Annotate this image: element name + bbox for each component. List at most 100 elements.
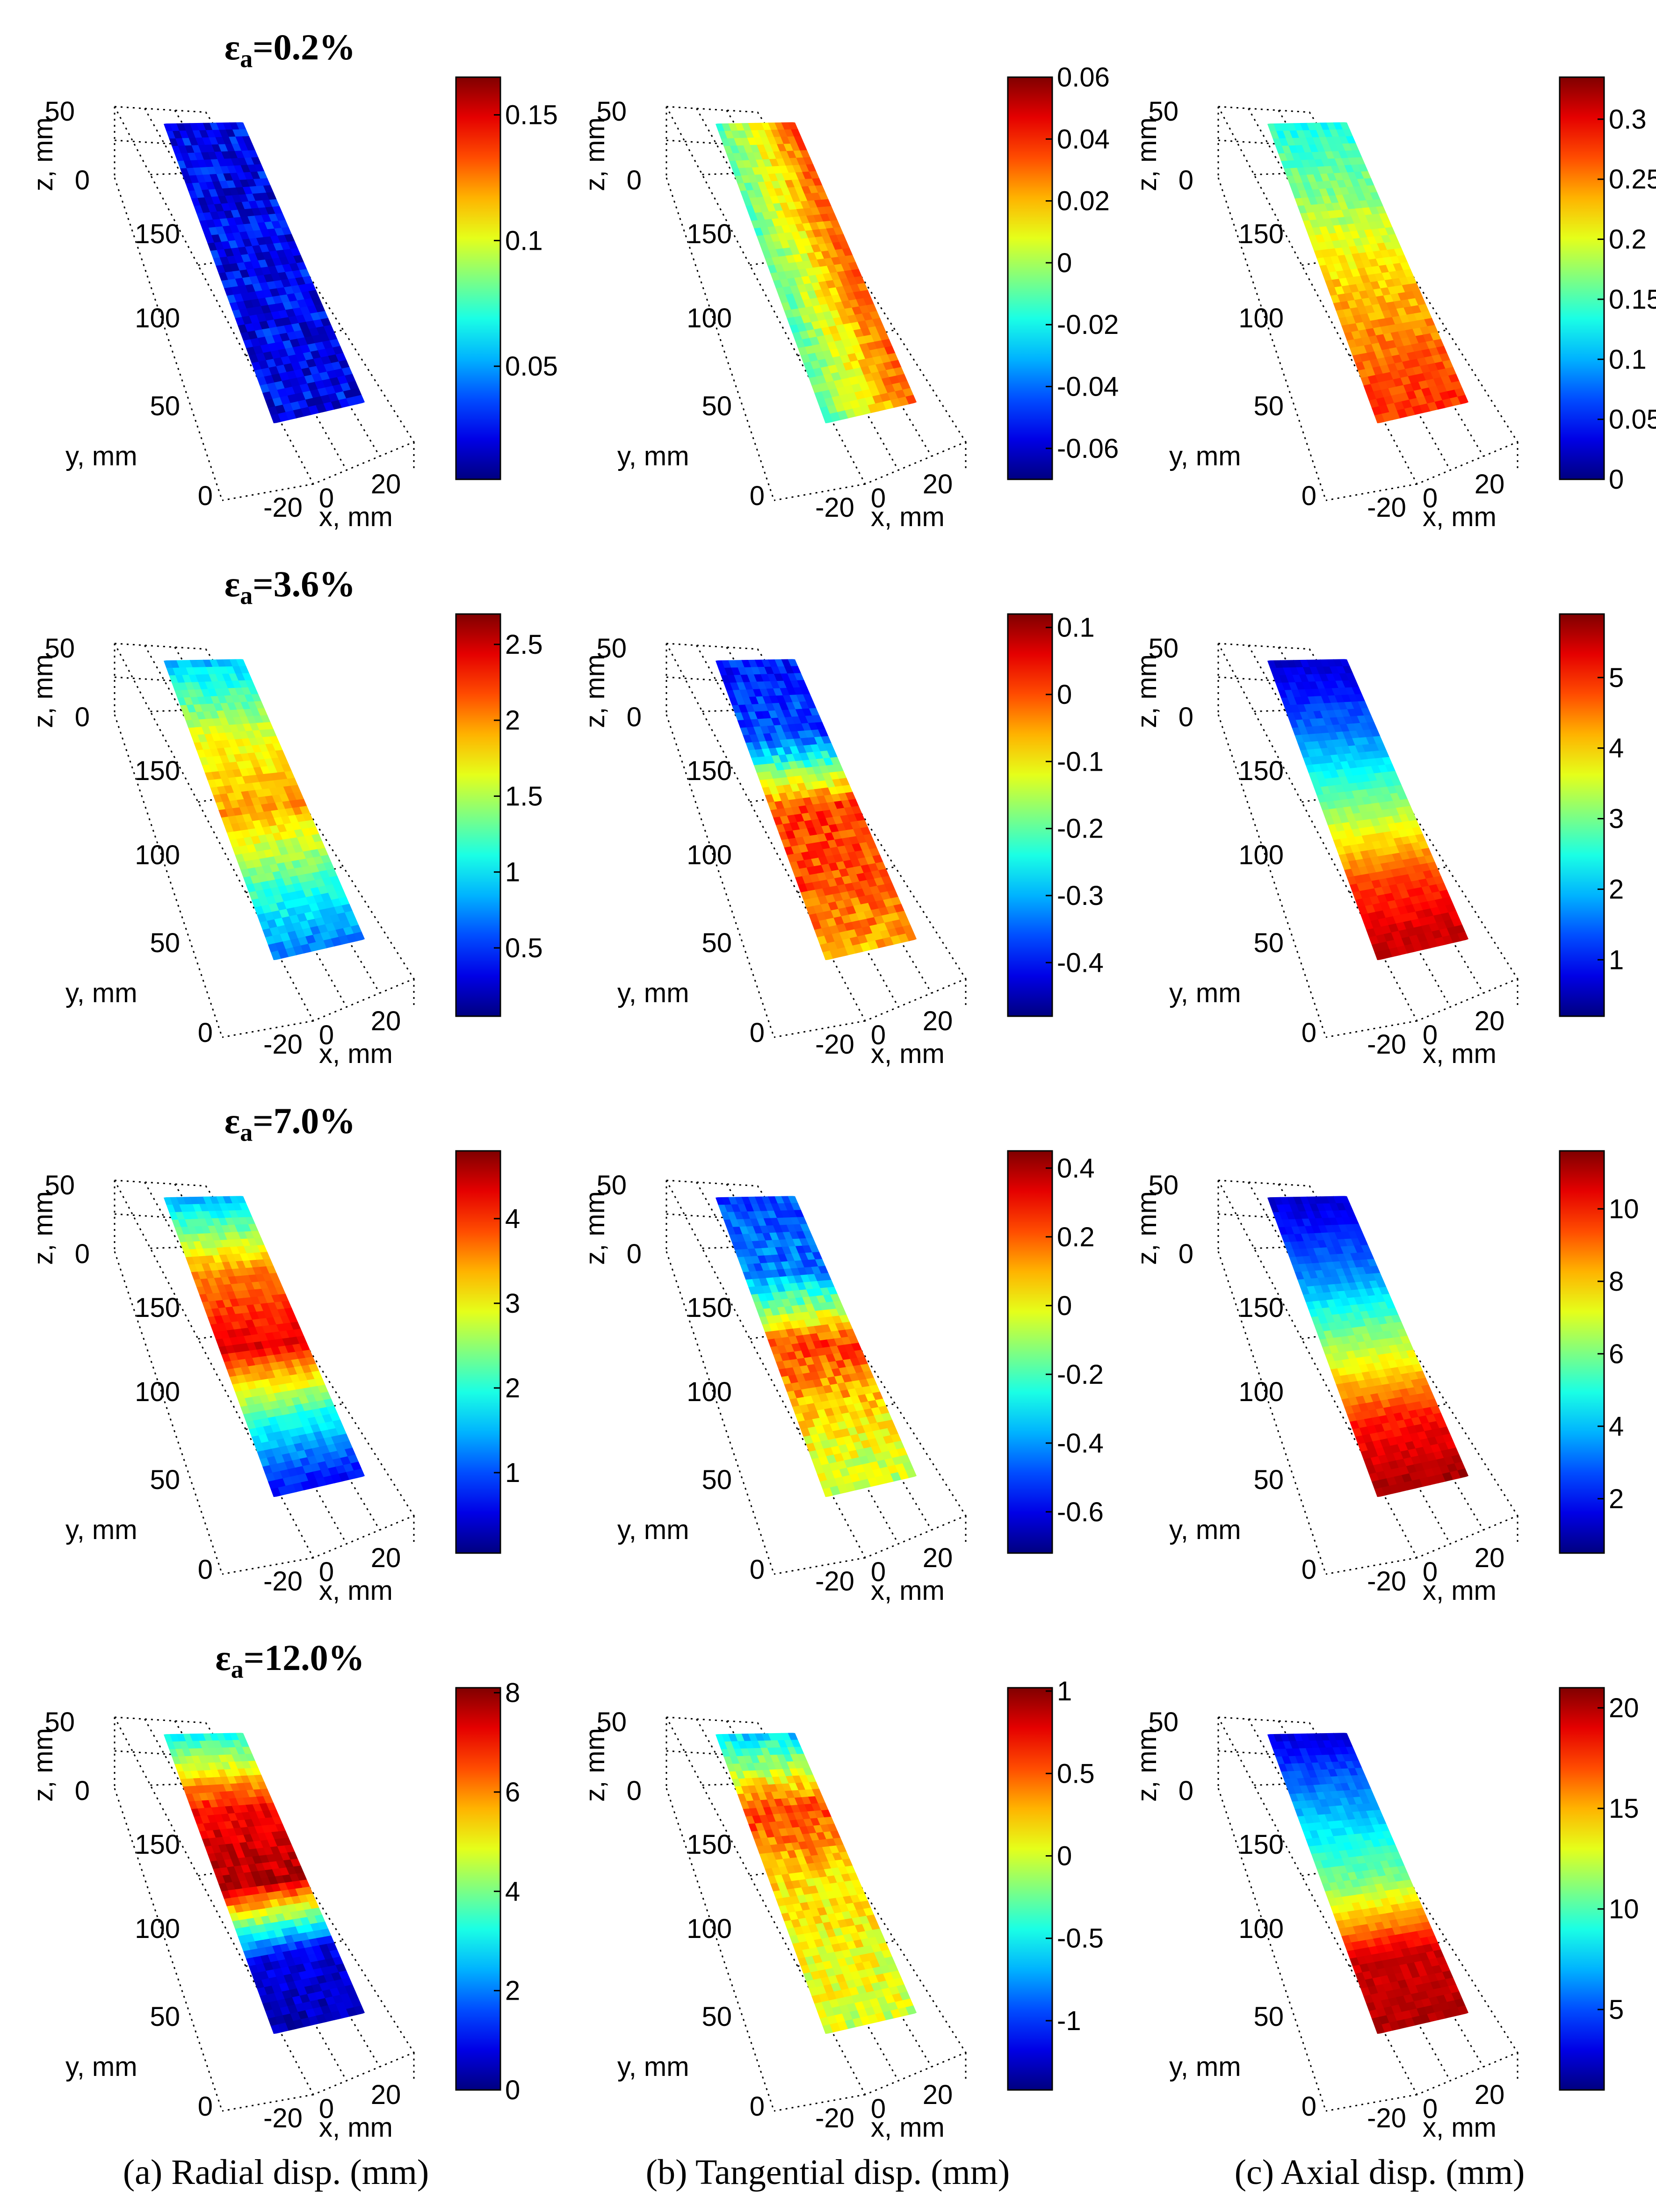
colorbar-tick-label: 0.25 [1609, 164, 1656, 195]
colorbar-tick-label: 0.15 [1609, 284, 1656, 315]
displacement-surface [716, 659, 917, 960]
z-tick-label: 50 [596, 633, 627, 664]
displacement-surface [164, 1196, 365, 1497]
surface-cell [1457, 395, 1468, 405]
y-tick-label: 150 [687, 1293, 732, 1323]
z-axis-label: z, mm [28, 654, 58, 728]
x-axis-label: x, mm [871, 502, 945, 532]
y-axis-label: y, mm [65, 2052, 137, 2082]
y-tick-label: 0 [750, 1018, 765, 1048]
x-axis-label: x, mm [319, 502, 393, 532]
z-tick-label: 50 [44, 1170, 75, 1200]
x-tick-label: -20 [1367, 1566, 1406, 1597]
z-tick-label: 0 [1179, 165, 1193, 195]
z-tick-label: 50 [44, 1707, 75, 1737]
y-tick-label: 100 [135, 1914, 180, 1944]
y-tick-label: 100 [687, 303, 732, 333]
z-axis-label: z, mm [28, 117, 58, 191]
x-tick-label: -20 [263, 1566, 303, 1597]
colorbar-tick-label: 1 [1609, 945, 1624, 975]
y-tick-label: 0 [750, 481, 765, 511]
y-tick-label: 100 [687, 840, 732, 870]
y-tick-label: 0 [198, 481, 213, 511]
surface-cell [1457, 932, 1468, 941]
y-tick-label: 150 [687, 219, 732, 249]
colorbar-tick-label: 3 [1609, 804, 1624, 834]
y-tick-label: 150 [135, 219, 180, 249]
y-tick-label: 150 [1238, 219, 1284, 249]
colorbar-tick-label: 10 [1609, 1194, 1639, 1224]
y-tick-label: 0 [750, 1554, 765, 1585]
x-tick-label: -20 [815, 1029, 854, 1060]
z-tick-label: 0 [75, 702, 90, 732]
y-tick-label: 0 [198, 1554, 213, 1585]
colorbar-tick-label: 6 [1609, 1339, 1624, 1369]
x-tick-label: 20 [1475, 469, 1505, 499]
z-tick-label: 50 [596, 96, 627, 127]
x-tick-label: 20 [371, 2080, 401, 2110]
displacement-surface [716, 122, 917, 423]
surface-cell [905, 395, 917, 405]
colorbar-tick-label: 0.2 [1609, 224, 1647, 255]
colorbar [1559, 1150, 1605, 1554]
y-axis-label: y, mm [65, 978, 137, 1008]
y-tick-label: 0 [1302, 1554, 1316, 1585]
colorbar-tick-label: 5 [1609, 663, 1624, 693]
colorbar-tick-label: -0.2 [1057, 814, 1104, 844]
x-tick-label: -20 [263, 1029, 303, 1060]
y-tick-label: 0 [198, 2091, 213, 2122]
y-tick-label: 50 [150, 1465, 180, 1495]
colorbar-tick-label: 1.5 [505, 781, 543, 811]
surface-cell [354, 932, 365, 941]
y-tick-label: 0 [1302, 481, 1316, 511]
y-tick-label: 50 [1253, 1465, 1284, 1495]
colorbar-tick-label: -0.3 [1057, 881, 1104, 911]
y-axis-label: y, mm [1169, 441, 1241, 471]
surface-cell [1457, 1468, 1468, 1478]
x-tick-label: 20 [1475, 1006, 1505, 1036]
surface-cell [354, 395, 365, 405]
x-tick-label: 0 [871, 1557, 886, 1587]
colorbar-tick-label: -0.6 [1057, 1497, 1104, 1527]
x-tick-label: -20 [1367, 1029, 1406, 1060]
z-tick-label: 0 [627, 1239, 642, 1269]
y-tick-label: 100 [687, 1377, 732, 1407]
displacement-surface [1267, 1196, 1468, 1497]
colorbar-tick-label: 0.05 [505, 351, 558, 382]
y-tick-label: 50 [1253, 391, 1284, 421]
y-tick-label: 50 [150, 391, 180, 421]
x-tick-label: -20 [815, 492, 854, 523]
z-tick-label: 50 [1148, 633, 1179, 664]
surface-cell [905, 932, 917, 941]
x-tick-label: -20 [263, 492, 303, 523]
colorbar-tick-label: 0.02 [1057, 186, 1110, 217]
z-axis-label: z, mm [1132, 654, 1162, 728]
y-tick-label: 50 [1253, 928, 1284, 958]
y-tick-label: 0 [198, 1018, 213, 1048]
displacement-surface [1267, 659, 1468, 960]
x-axis-label: x, mm [319, 1576, 393, 1606]
x-tick-label: 0 [319, 2094, 334, 2124]
displacement-surface [1267, 122, 1468, 423]
x-axis-label: x, mm [871, 1576, 945, 1606]
z-tick-label: 0 [75, 165, 90, 195]
x-tick-label: 0 [319, 1557, 334, 1587]
colorbar-tick-label: 4 [1609, 733, 1624, 764]
y-tick-label: 50 [701, 391, 732, 421]
z-tick-label: 50 [44, 96, 75, 127]
y-tick-label: 100 [1238, 303, 1284, 333]
colorbar-tick-label: 0.1 [1057, 613, 1095, 643]
displacement-surface [164, 122, 365, 423]
x-tick-label: 0 [1423, 483, 1438, 513]
x-tick-label: 20 [371, 469, 401, 499]
y-tick-label: 0 [1302, 1018, 1316, 1048]
colorbar-tick-label: 2 [505, 705, 520, 736]
y-axis-label: y, mm [1169, 1515, 1241, 1545]
